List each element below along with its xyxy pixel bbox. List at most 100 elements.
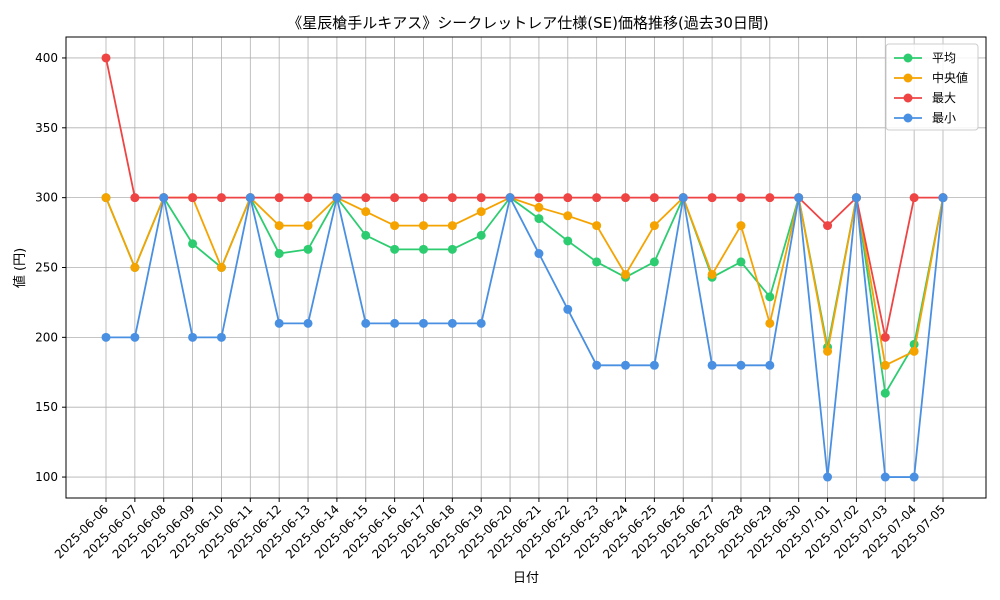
data-point [909, 346, 919, 356]
data-point [765, 193, 775, 203]
legend-marker [903, 113, 913, 123]
series-line [105, 57, 943, 339]
data-point [592, 221, 602, 231]
data-point [274, 249, 284, 259]
data-point [476, 318, 486, 328]
data-point [447, 221, 457, 231]
data-point [332, 193, 342, 203]
data-point [101, 193, 111, 203]
data-point [851, 193, 861, 203]
data-point [303, 193, 313, 203]
data-point [418, 193, 428, 203]
data-point [130, 193, 140, 203]
data-point [563, 304, 573, 314]
data-point [130, 332, 140, 342]
series-line [106, 196, 944, 478]
data-point [534, 202, 544, 212]
data-point [245, 193, 255, 203]
y-tick-label: 100 [35, 470, 58, 484]
data-point [765, 360, 775, 370]
grid [66, 37, 986, 498]
data-point [534, 193, 544, 203]
legend-label: 平均 [932, 51, 956, 65]
data-point [361, 193, 371, 203]
data-point [621, 193, 631, 203]
data-point [736, 360, 746, 370]
y-tick-label: 400 [35, 51, 58, 65]
y-tick-label: 250 [35, 261, 58, 275]
data-point [447, 193, 457, 203]
data-point [447, 318, 457, 328]
data-point [534, 249, 544, 259]
data-point [101, 332, 111, 342]
y-tick-label: 150 [35, 400, 58, 414]
y-tick-label: 300 [35, 191, 58, 205]
data-point [621, 269, 631, 279]
data-point [880, 332, 890, 342]
data-point [216, 193, 226, 203]
data-point [909, 472, 919, 482]
data-point [447, 244, 457, 254]
data-point [274, 221, 284, 231]
data-point [476, 207, 486, 217]
data-point [361, 207, 371, 217]
data-point [823, 472, 833, 482]
legend-box [885, 43, 979, 131]
data-point [361, 230, 371, 240]
data-point [707, 193, 717, 203]
data-point [418, 318, 428, 328]
data-point [418, 244, 428, 254]
data-point [678, 193, 688, 203]
data-point [505, 193, 515, 203]
legend-label: 中央値 [932, 70, 968, 85]
data-point [592, 257, 602, 267]
data-point [765, 292, 775, 302]
legend-label: 最大 [932, 91, 956, 105]
data-point [188, 239, 198, 249]
data-point [592, 193, 602, 203]
axes: 1001502002503003504002025-06-062025-06-0… [35, 36, 987, 561]
data-point [476, 230, 486, 240]
data-point [649, 221, 659, 231]
data-point [880, 388, 890, 398]
data-point [390, 244, 400, 254]
data-point [736, 221, 746, 231]
data-point [736, 193, 746, 203]
data-point [563, 193, 573, 203]
legend-marker [903, 53, 913, 63]
data-point [707, 269, 717, 279]
data-point [592, 360, 602, 370]
legend-marker [903, 93, 913, 103]
data-point [361, 318, 371, 328]
chart-title: 《星辰槍手ルキアス》シークレットレア仕様(SE)価格推移(過去30日間) [287, 14, 769, 32]
data-point [418, 221, 428, 231]
data-point [476, 193, 486, 203]
series-4 [101, 193, 948, 482]
y-tick-label: 200 [35, 330, 58, 344]
data-point [794, 193, 804, 203]
data-point [880, 472, 890, 482]
data-point [390, 221, 400, 231]
data-point [216, 332, 226, 342]
data-point [649, 257, 659, 267]
data-point [823, 221, 833, 231]
data-point [303, 244, 313, 254]
data-point [130, 263, 140, 272]
data-point [621, 360, 631, 370]
data-point [707, 360, 717, 370]
data-point [274, 318, 284, 328]
data-point [159, 193, 169, 203]
data-point [390, 193, 400, 203]
data-point [649, 193, 659, 203]
data-point [101, 53, 111, 63]
data-point [303, 221, 313, 231]
data-point [534, 214, 544, 224]
data-point [938, 193, 948, 203]
data-point [649, 360, 659, 370]
data-point [880, 360, 890, 370]
data-point [563, 211, 573, 221]
series-layer [101, 53, 948, 482]
data-point [563, 236, 573, 246]
